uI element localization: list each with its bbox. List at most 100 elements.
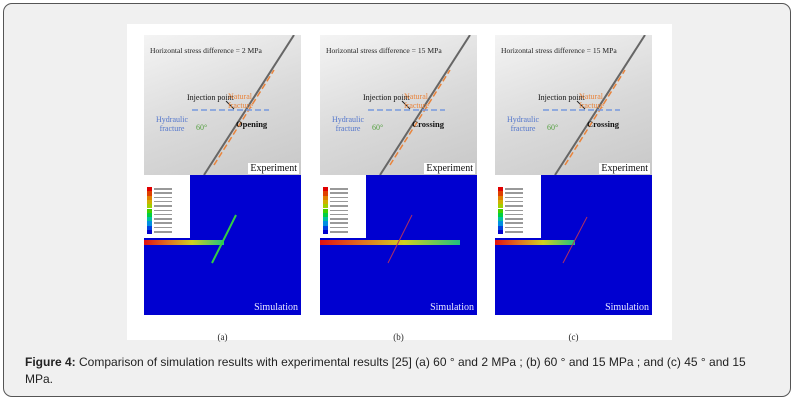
legend-swatch xyxy=(323,199,328,205)
caption-text: Comparison of simulation results with ex… xyxy=(25,355,746,386)
injection-label: Injection point xyxy=(187,93,234,102)
interaction-mode-label: Crossing xyxy=(587,119,619,129)
legend-tick-mark xyxy=(330,200,348,203)
injection-label: Injection point xyxy=(363,93,410,102)
legend-swatch xyxy=(147,187,152,192)
legend-tick-mark xyxy=(154,213,172,216)
natural-fracture-line xyxy=(389,69,451,166)
legend-tick-mark xyxy=(505,192,523,194)
legend-swatch xyxy=(323,221,328,226)
experiment-photo: Horizontal stress difference = 15 MPa In… xyxy=(495,35,652,175)
natural-fracture-line xyxy=(213,69,275,166)
stress-title: Horizontal stress difference = 15 MPa xyxy=(501,46,617,55)
experiment-label: Experiment xyxy=(248,163,299,174)
hydraulic-fracture-sim xyxy=(144,240,224,245)
legend-tick-mark xyxy=(505,196,523,199)
simulation-plot: Simulation xyxy=(495,175,652,315)
simulation-label: Simulation xyxy=(254,302,298,313)
legend-tick-mark xyxy=(505,205,523,207)
legend-tick-mark xyxy=(330,188,348,190)
legend-tick-mark xyxy=(330,218,348,220)
legend-swatch xyxy=(147,230,152,235)
legend-tick-mark xyxy=(154,226,172,229)
simulation-plot: Simulation xyxy=(144,175,301,315)
interaction-mode-label: Opening xyxy=(236,119,268,129)
specimen-crack-line xyxy=(379,35,471,175)
legend-swatch xyxy=(323,225,328,230)
legend-tick-mark xyxy=(154,205,172,207)
color-legend xyxy=(320,175,366,238)
legend-swatch xyxy=(147,221,152,226)
injection-arrow xyxy=(401,100,411,110)
legend-swatch xyxy=(147,195,152,200)
legend-swatch xyxy=(498,187,503,192)
panel-label: (c) xyxy=(568,332,579,342)
experiment-label: Experiment xyxy=(424,163,475,174)
legend-swatch xyxy=(323,212,328,218)
natural-fracture-label: Natural fracture xyxy=(228,92,253,110)
color-legend xyxy=(495,175,541,238)
legend-tick-mark xyxy=(330,192,348,194)
legend-swatch xyxy=(323,208,328,213)
interaction-mode-label: Crossing xyxy=(412,119,444,129)
legend-swatch xyxy=(147,225,152,230)
legend-tick-mark xyxy=(154,192,172,194)
specimen-crack-line xyxy=(203,35,295,175)
legend-swatch xyxy=(323,230,328,235)
simulation-plot: Simulation xyxy=(320,175,477,315)
legend-tick-mark xyxy=(505,231,523,233)
legend-tick-mark xyxy=(154,200,172,203)
caption-label: Figure 4: xyxy=(25,355,76,369)
natural-fracture-sim xyxy=(562,216,588,264)
specimen-crack-line xyxy=(554,35,646,175)
hydraulic-fracture-sim xyxy=(495,240,575,245)
legend-swatch xyxy=(498,204,503,209)
hydraulic-fracture-label: Hydraulic fracture xyxy=(507,115,539,133)
legend-swatch xyxy=(147,208,152,213)
legend-tick-mark xyxy=(330,222,348,224)
legend-tick-mark xyxy=(505,188,523,190)
legend-swatch xyxy=(323,204,328,209)
panel-label: (b) xyxy=(393,332,404,342)
legend-swatch xyxy=(147,204,152,209)
experiment-photo: Horizontal stress difference = 15 MPa In… xyxy=(320,35,477,175)
legend-tick-mark xyxy=(330,205,348,207)
hydraulic-fracture-label: Hydraulic fracture xyxy=(332,115,364,133)
legend-tick-mark xyxy=(330,226,348,229)
injection-arrow xyxy=(576,100,586,110)
natural-fracture-label: Natural fracture xyxy=(404,92,429,110)
legend-swatch xyxy=(498,195,503,200)
panel-c: Horizontal stress difference = 15 MPa In… xyxy=(495,35,652,342)
figure-image: Horizontal stress difference = 2 MPa Inj… xyxy=(127,24,672,342)
legend-tick-mark xyxy=(154,231,172,233)
legend-swatch xyxy=(323,195,328,200)
legend-tick-mark xyxy=(154,209,172,211)
hydraulic-fracture-label: Hydraulic fracture xyxy=(156,115,188,133)
legend-tick-mark xyxy=(505,222,523,224)
angle-label: 60° xyxy=(547,123,559,132)
legend-tick-mark xyxy=(505,218,523,220)
legend-tick-mark xyxy=(154,196,172,199)
natural-fracture-line xyxy=(564,69,626,166)
stress-title: Horizontal stress difference = 2 MPa xyxy=(150,46,262,55)
legend-swatch xyxy=(498,217,503,222)
natural-fracture-sim xyxy=(387,214,413,264)
panel-label: (a) xyxy=(217,332,228,342)
legend-swatch xyxy=(147,191,152,196)
legend-swatch xyxy=(323,217,328,222)
legend-tick-mark xyxy=(154,222,172,224)
hydraulic-fracture-sim xyxy=(320,240,460,245)
legend-swatch xyxy=(498,230,503,235)
injection-arrow xyxy=(225,100,235,110)
experiment-photo: Horizontal stress difference = 2 MPa Inj… xyxy=(144,35,301,175)
legend-swatch xyxy=(147,217,152,222)
legend-swatch xyxy=(147,212,152,218)
legend-swatch xyxy=(498,208,503,213)
injection-label: Injection point xyxy=(538,93,585,102)
stress-title: Horizontal stress difference = 15 MPa xyxy=(326,46,442,55)
figure-caption: Figure 4: Comparison of simulation resul… xyxy=(25,354,775,388)
legend-swatch xyxy=(498,212,503,218)
natural-fracture-sim xyxy=(211,214,237,264)
legend-tick-mark xyxy=(505,200,523,203)
legend-tick-mark xyxy=(330,213,348,216)
